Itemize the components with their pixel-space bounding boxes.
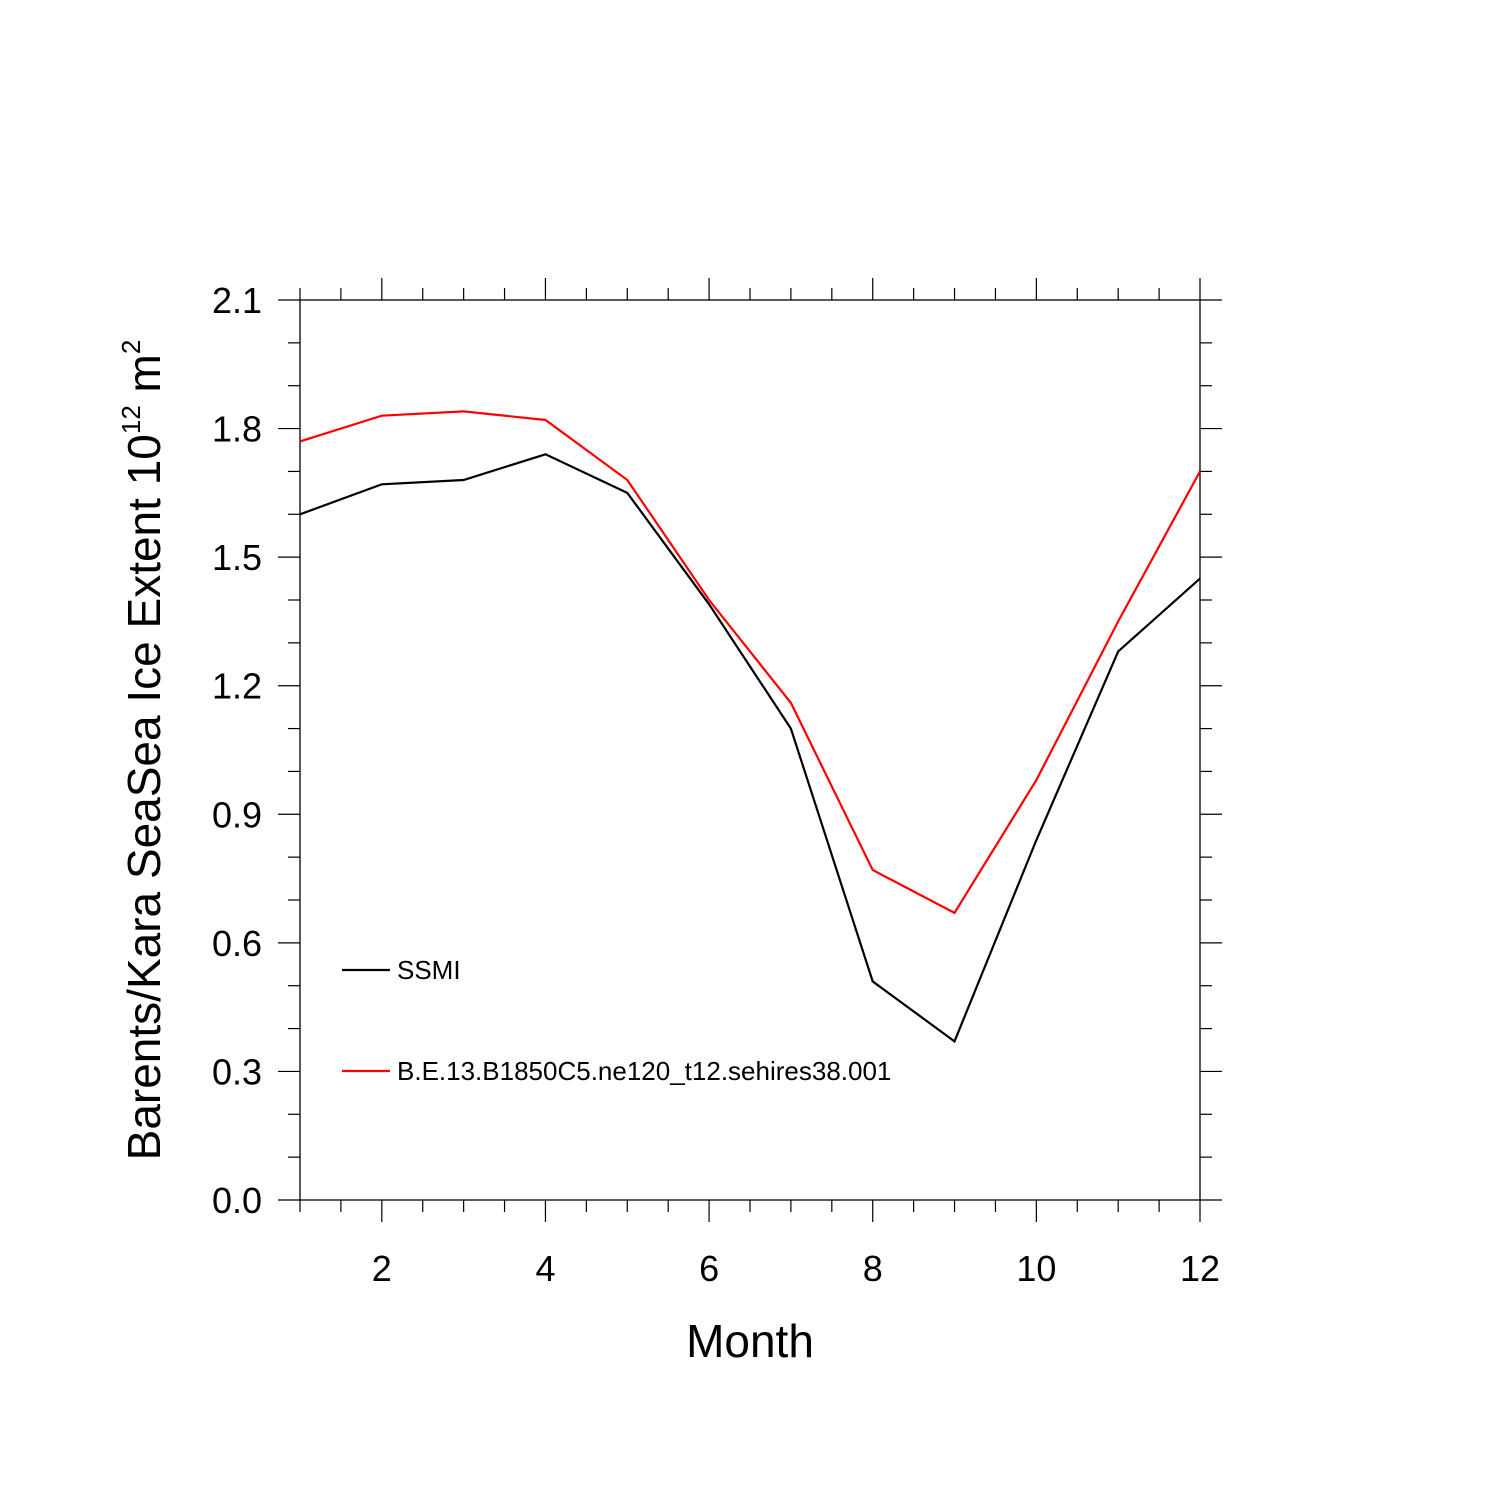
y-axis-title-main: Barents/Kara SeaSea Ice Extent 10 (118, 434, 170, 1160)
y-tick-label: 1.5 (212, 537, 262, 578)
legend: SSMI B.E.13.B1850C5.ne120_t12.sehires38.0… (342, 955, 891, 1086)
series-line-model (299, 410, 1201, 915)
axis-ticks: 2 4 6 8 10 12 0.0 0.3 0.6 0.9 1.2 1.5 1.8 2.1 (212, 278, 1222, 1289)
y-tick-label: 0.3 (212, 1051, 262, 1092)
y-tick-label: 1.2 (212, 666, 262, 707)
x-axis-title: Month (686, 1315, 814, 1367)
series-lines (299, 410, 1201, 1044)
x-tick-label: 8 (863, 1248, 883, 1289)
x-tick-label: 4 (535, 1248, 555, 1289)
legend-label: B.E.13.B1850C5.ne120_t12.sehires38.001 (397, 1056, 891, 1086)
y-axis-title-unit-exponent: 2 (116, 340, 146, 354)
y-axis-title-unit: m (118, 354, 170, 405)
x-tick-label: 10 (1016, 1248, 1056, 1289)
y-axis-title-exponent: 12 (116, 405, 146, 434)
x-tick-label: 6 (699, 1248, 719, 1289)
y-tick-label: 0.9 (212, 794, 262, 835)
y-tick-label: 1.8 (212, 409, 262, 450)
x-tick-label: 12 (1180, 1248, 1220, 1289)
series-line-ssmi (299, 453, 1201, 1044)
y-tick-label: 0.0 (212, 1180, 262, 1221)
y-tick-label: 2.1 (212, 280, 262, 321)
y-axis-title: Barents/Kara SeaSea Ice Extent 1012 m2 (116, 340, 170, 1161)
x-tick-label: 2 (372, 1248, 392, 1289)
legend-label: SSMI (397, 955, 461, 985)
y-tick-label: 0.6 (212, 923, 262, 964)
